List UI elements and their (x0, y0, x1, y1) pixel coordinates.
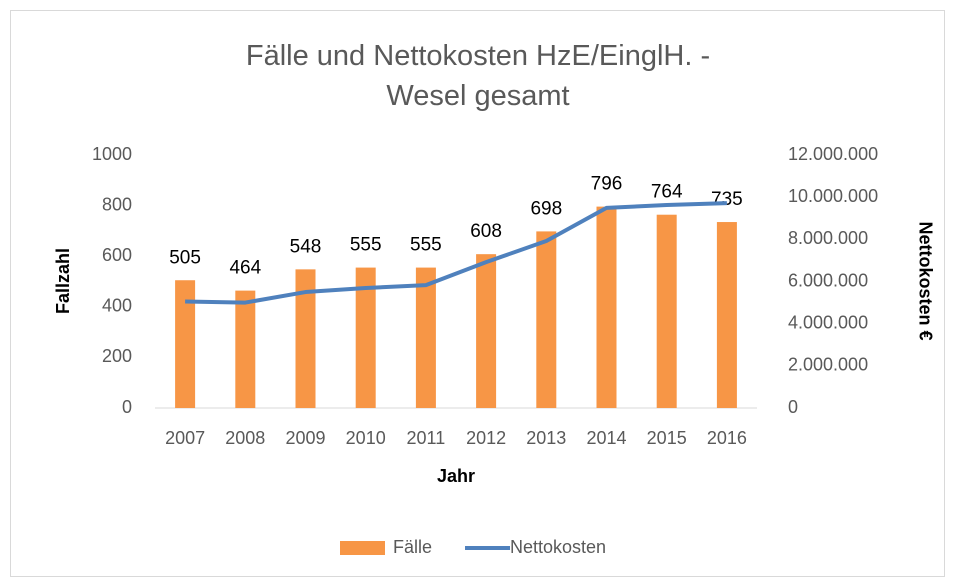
legend-swatch (340, 541, 385, 555)
x-tick-label: 2012 (466, 428, 506, 448)
data-label: 698 (530, 198, 562, 219)
data-label: 555 (350, 235, 382, 256)
y2-tick-label: 4.000.000 (788, 312, 868, 332)
x-tick-label: 2007 (165, 428, 205, 448)
y-tick-label: 400 (102, 296, 132, 316)
chart-title: Fälle und Nettokosten HzE/EinglH. - Wese… (245, 40, 711, 112)
y-tick-label: 800 (102, 194, 132, 214)
data-label: 464 (229, 258, 261, 279)
y2-tick-label: 0 (788, 397, 798, 417)
data-label: 764 (651, 182, 683, 203)
x-tick-label: 2016 (707, 428, 747, 448)
y2-tick-label: 6.000.000 (788, 270, 868, 290)
bar (536, 231, 557, 408)
bar (355, 267, 376, 408)
x-axis-label: Jahr (437, 466, 475, 486)
y2-tick-label: 10.000.000 (788, 186, 878, 206)
bar (656, 214, 677, 408)
data-label: 555 (410, 235, 442, 256)
x-tick-label: 2011 (407, 428, 446, 448)
x-tick-label: 2009 (285, 428, 325, 448)
y-tick-label: 600 (102, 245, 132, 265)
y2-tick-label: 8.000.000 (788, 228, 868, 248)
line (185, 201, 727, 305)
bar (235, 290, 256, 408)
y2-tick-label: 12.000.000 (788, 144, 878, 164)
data-label: 608 (470, 221, 502, 242)
bar (175, 280, 196, 408)
bar (596, 206, 617, 408)
x-tick-label: 2015 (647, 428, 687, 448)
y-tick-label: 1000 (92, 144, 132, 164)
bar (716, 222, 737, 408)
legend-label: Fälle (393, 537, 432, 557)
data-label: 735 (711, 189, 743, 210)
bar (476, 254, 497, 408)
y2-axis-label: Nettokosten € (915, 221, 935, 340)
bar (415, 267, 436, 408)
bar (295, 269, 316, 408)
data-label: 548 (290, 236, 322, 257)
x-tick-label: 2014 (586, 428, 626, 448)
x-tick-label: 2010 (346, 428, 386, 448)
x-tick-label: 2013 (526, 428, 566, 448)
y2-tick-label: 2.000.000 (788, 355, 868, 375)
chart-border (10, 10, 945, 577)
y-tick-label: 0 (122, 397, 132, 417)
y-axis-label: Fallzahl (53, 248, 73, 314)
data-label: 505 (169, 247, 201, 268)
data-label: 796 (591, 174, 623, 195)
x-tick-label: 2008 (225, 428, 265, 448)
legend-label: Nettokosten (510, 537, 606, 557)
y-tick-label: 200 (102, 346, 132, 366)
